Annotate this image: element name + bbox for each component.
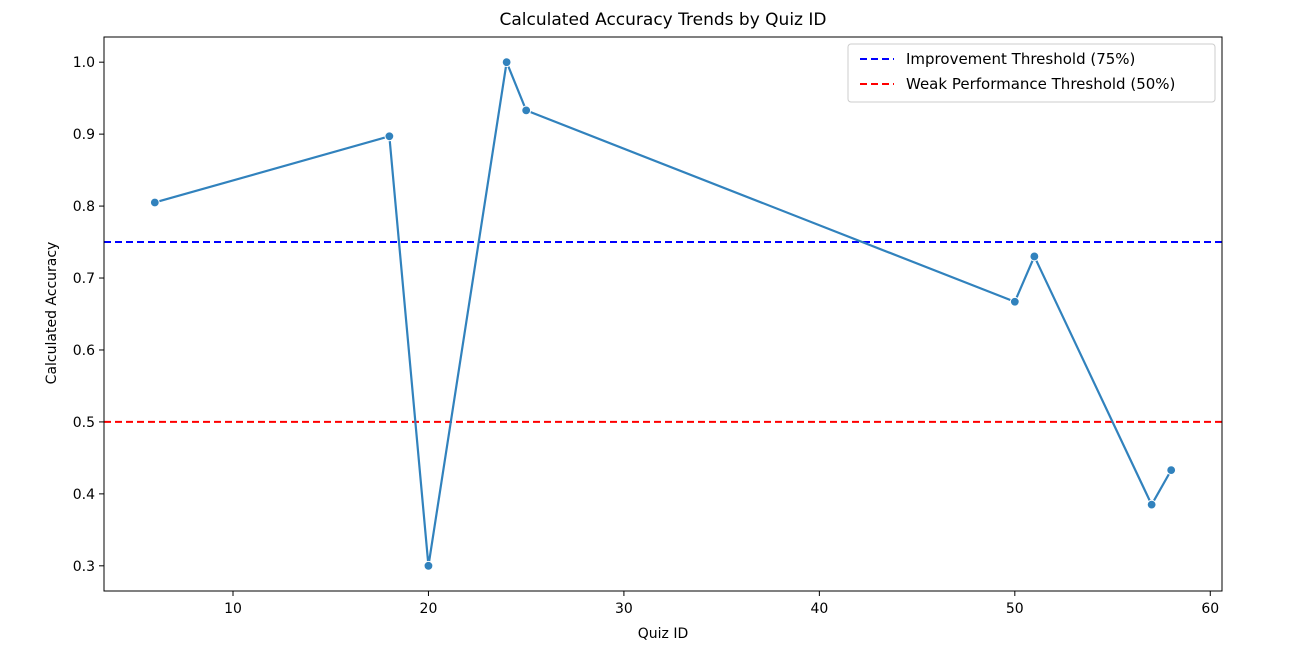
data-point [423,560,434,571]
y-axis-label: Calculated Accuracy [44,242,60,385]
legend: Improvement Threshold (75%) Weak Performa… [847,43,1216,103]
legend-box [847,43,1216,103]
data-point [1146,499,1157,510]
y-tick-label: 0.5 [73,415,95,431]
x-tick-label: 60 [1201,601,1219,617]
y-tick-label: 0.3 [73,559,95,575]
y-tick-label: 0.4 [73,487,95,503]
data-point [521,105,532,116]
x-axis-label: Quiz ID [638,626,689,642]
y-tick-label: 0.7 [73,271,95,287]
data-point [501,57,512,68]
y-tick-label: 0.8 [73,199,95,215]
plot-area: 10 20 30 40 50 60 0.3 0.4 0.5 0.6 0.7 0.8 0.9 1.0 [73,36,1223,617]
legend-label-2: Weak Performance Threshold (50%) [906,75,1175,93]
data-point [384,131,395,142]
x-tick-label: 30 [615,601,633,617]
plot-frame [103,36,1223,592]
data-point [1009,296,1020,307]
series-line-1 [154,61,1173,567]
data-point [1029,251,1040,262]
x-tick-label: 10 [224,601,242,617]
data-point [1166,465,1177,476]
legend-label-1: Improvement Threshold (75%) [906,50,1135,68]
x-tick-label: 40 [810,601,828,617]
x-tick-label: 20 [420,601,438,617]
x-tick-label: 50 [1006,601,1024,617]
chart-title: Calculated Accuracy Trends by Quiz ID [500,10,827,30]
y-tick-label: 1.0 [73,55,95,71]
y-tick-label: 0.6 [73,343,95,359]
data-point [149,197,160,208]
y-tick-label: 0.9 [73,127,95,143]
